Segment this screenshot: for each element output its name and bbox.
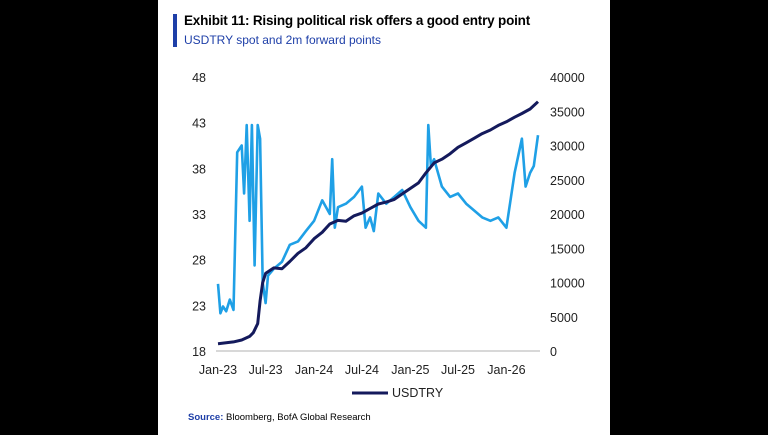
- left-axis-tick-label: 28: [192, 254, 206, 268]
- x-axis-tick-label: Jul-23: [249, 363, 283, 377]
- x-axis-tick-label: Jul-24: [345, 363, 379, 377]
- source-label: Source:: [188, 412, 224, 423]
- x-axis-tick-label: Jul-25: [441, 363, 475, 377]
- chart-card: Exhibit 11: Rising political risk offers…: [158, 0, 610, 435]
- left-axis-tick-label: 43: [192, 117, 206, 131]
- chart-title: Exhibit 11: Rising political risk offers…: [184, 13, 531, 28]
- x-axis-tick-label: Jan-25: [391, 363, 429, 377]
- left-axis-tick-label: 18: [192, 345, 206, 359]
- x-axis: Jan-23 Jul-23 Jan-24 Jul-24 Jan-25 Jul-25 Jan-…: [199, 363, 526, 377]
- right-axis-tick-label: 5000: [550, 311, 578, 325]
- right-axis-tick-label: 0: [550, 345, 557, 359]
- forward-points-series-line: [216, 123, 540, 315]
- right-axis-tick-label: 35000: [550, 105, 585, 119]
- x-axis-tick-label: Jan-23: [199, 363, 237, 377]
- chart-subtitle: USDTRY spot and 2m forward points: [184, 33, 381, 47]
- left-axis-tick-label: 23: [192, 299, 206, 313]
- right-axis-tick-label: 20000: [550, 208, 585, 222]
- x-axis-tick-label: Jan-24: [295, 363, 333, 377]
- left-axis-tick-label: 38: [192, 162, 206, 176]
- left-axis-tick-label: 33: [192, 208, 206, 222]
- right-axis-tick-label: 40000: [550, 71, 585, 85]
- right-axis-tick-label: 15000: [550, 242, 585, 256]
- legend: USDTRY: [352, 386, 444, 400]
- right-axis-tick-label: 10000: [550, 277, 585, 291]
- title-accent-bar: [173, 14, 177, 47]
- right-axis-tick-label: 25000: [550, 174, 585, 188]
- usdtry-series-line: [217, 100, 540, 346]
- source-note: Source: Bloomberg, BofA Global Research: [188, 412, 371, 423]
- legend-entry-usdtry: USDTRY: [392, 386, 444, 400]
- source-text: Bloomberg, BofA Global Research: [226, 412, 371, 423]
- right-axis: 40000 35000 30000 25000 20000 15000 10000 5000 0: [550, 71, 585, 359]
- left-axis-tick-label: 48: [192, 71, 206, 85]
- left-axis: 48 43 38 33 28 23 18: [192, 71, 206, 359]
- x-axis-tick-label: Jan-26: [487, 363, 525, 377]
- right-axis-tick-label: 30000: [550, 140, 585, 154]
